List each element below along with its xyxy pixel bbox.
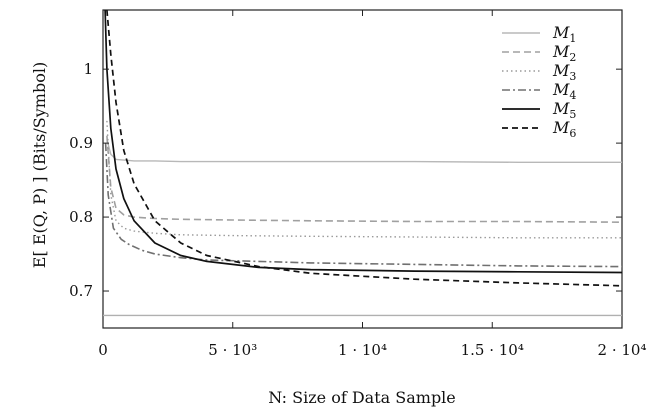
legend-label: M1 xyxy=(552,23,576,45)
plot-frame xyxy=(102,9,623,329)
x-tick-label: 1.5 · 10⁴ xyxy=(461,341,524,359)
y-tick-label: 1 xyxy=(83,60,93,78)
series-line-m1 xyxy=(106,139,622,164)
x-tick-label: 2 · 10⁴ xyxy=(598,341,647,359)
series-line-m2 xyxy=(106,135,622,223)
legend-item-m4: M4 xyxy=(502,80,576,102)
series-line-m3 xyxy=(106,120,622,239)
legend-label: M5 xyxy=(552,99,576,121)
series-line-m5 xyxy=(104,10,622,274)
series-line-m6 xyxy=(106,10,622,287)
series-line-m4 xyxy=(104,143,622,268)
legend-label: M6 xyxy=(552,118,576,140)
x-tick-label: 0 xyxy=(98,341,108,359)
x-axis-label: N: Size of Data Sample xyxy=(268,388,456,407)
y-axis-ticks: 0.7 0.8 0.9 1 xyxy=(69,60,622,300)
legend-item-m1: M1 xyxy=(502,23,576,45)
legend-label: M2 xyxy=(552,42,576,64)
y-axis-label: E[ E(Q, P) ] (Bits/Symbol) xyxy=(30,62,49,268)
legend-item-m3: M3 xyxy=(502,61,576,83)
x-tick-label: 1 · 10⁴ xyxy=(338,341,387,359)
x-tick-label: 5 · 10³ xyxy=(208,341,257,359)
plot-border xyxy=(102,9,623,329)
legend-item-m6: M6 xyxy=(502,118,576,140)
legend-item-m5: M5 xyxy=(502,99,576,121)
y-tick-label: 0.7 xyxy=(69,282,93,300)
y-tick-label: 0.9 xyxy=(69,134,93,152)
legend-item-m2: M2 xyxy=(502,42,576,64)
legend-label: M4 xyxy=(552,80,576,102)
series-layer xyxy=(104,10,622,287)
y-tick-label: 0.8 xyxy=(69,208,93,226)
x-axis-ticks: 0 5 · 10³ 1 · 10⁴ 1.5 · 10⁴ 2 · 10⁴ xyxy=(98,10,646,359)
legend-label: M3 xyxy=(552,61,576,83)
